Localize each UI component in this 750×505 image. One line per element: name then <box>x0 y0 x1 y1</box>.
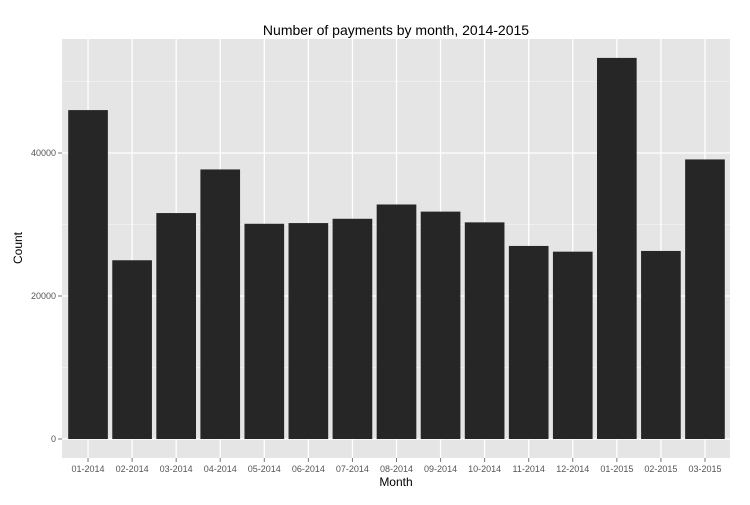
x-tick-label: 10-2014 <box>468 464 501 474</box>
bar-01-2014 <box>68 110 108 439</box>
x-tick-label: 01-2015 <box>600 464 633 474</box>
y-tick-label: 20000 <box>31 291 56 301</box>
bar-07-2014 <box>332 218 373 439</box>
y-axis-title: Count <box>11 231 25 264</box>
x-tick-label: 12-2014 <box>556 464 589 474</box>
x-axis-ticks: 01-2014 02-2014 03-2014 04-2014 05-2014 06-20… <box>72 458 721 474</box>
x-tick-label: 06-2014 <box>292 464 325 474</box>
x-axis-title: Month <box>379 475 412 489</box>
bar-03-2014 <box>156 213 196 439</box>
bar-03-2015 <box>685 159 725 439</box>
x-tick-label: 05-2014 <box>248 464 281 474</box>
bar-08-2014 <box>376 204 417 439</box>
bar-05-2014 <box>244 223 285 439</box>
x-tick-label: 02-2015 <box>644 464 677 474</box>
x-tick-label: 03-2014 <box>160 464 193 474</box>
bars <box>68 57 725 439</box>
x-tick-label: 03-2015 <box>688 464 721 474</box>
bar-04-2014 <box>200 169 241 439</box>
y-axis-ticks: 0 20000 40000 <box>31 148 62 444</box>
bar-02-2015 <box>641 250 681 439</box>
x-tick-label: 07-2014 <box>336 464 369 474</box>
bar-10-2014 <box>464 222 505 439</box>
x-tick-label: 09-2014 <box>424 464 457 474</box>
y-tick-label: 40000 <box>31 148 56 158</box>
bar-06-2014 <box>288 223 329 439</box>
x-tick-label: 11-2014 <box>513 464 545 474</box>
chart-title: Number of payments by month, 2014-2015 <box>263 22 529 38</box>
x-tick-label: 02-2014 <box>116 464 149 474</box>
x-tick-label: 04-2014 <box>204 464 237 474</box>
bar-12-2014 <box>552 251 593 439</box>
x-tick-label: 08-2014 <box>380 464 413 474</box>
bar-02-2014 <box>112 260 152 439</box>
bar-09-2014 <box>420 211 461 439</box>
x-tick-label: 01-2014 <box>72 464 105 474</box>
y-tick-label: 0 <box>51 434 56 444</box>
bar-01-2015 <box>597 57 637 439</box>
bar-11-2014 <box>508 245 549 439</box>
